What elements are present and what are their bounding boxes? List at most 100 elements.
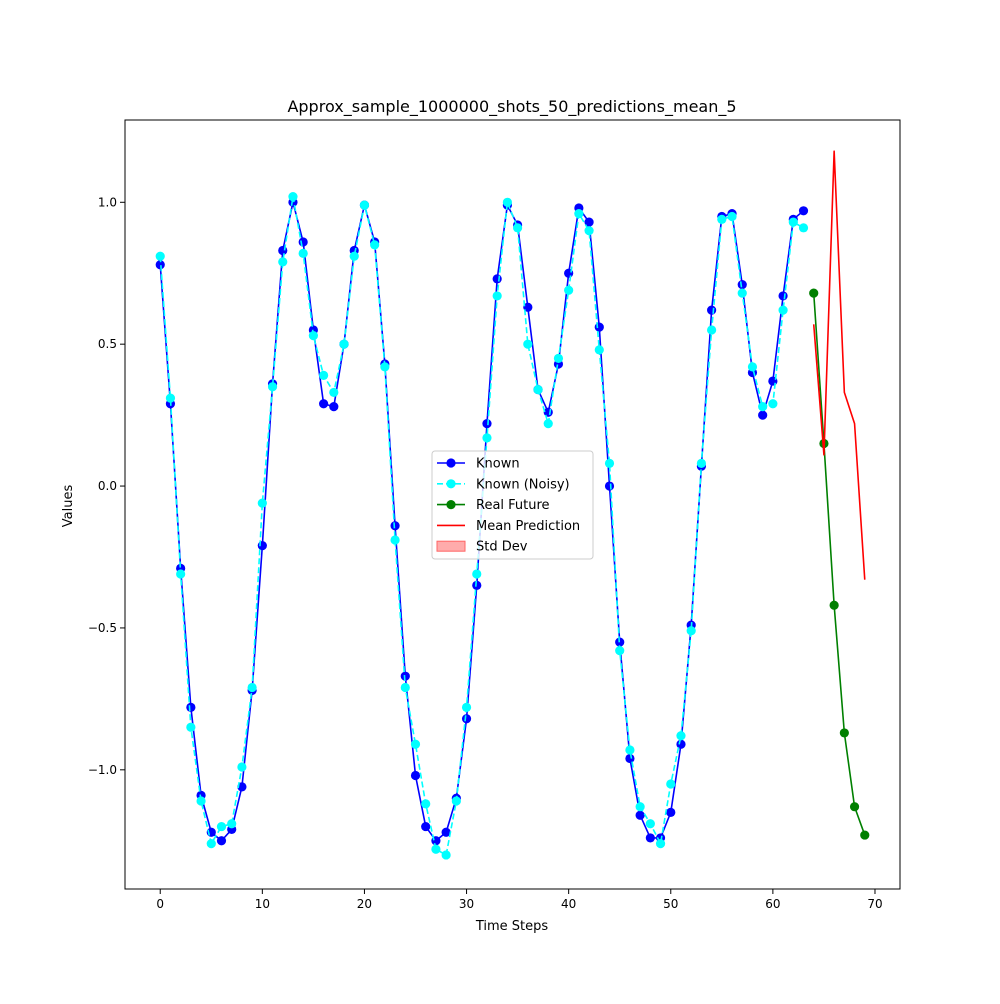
known-noisy-point	[359, 200, 370, 210]
known-point	[441, 827, 451, 837]
known-point	[257, 541, 267, 551]
known-noisy-legend-label: Known (Noisy)	[476, 477, 570, 492]
real-future-point	[809, 288, 819, 298]
known-noisy-point	[655, 838, 666, 849]
known-point	[186, 702, 196, 712]
known-point	[482, 419, 492, 429]
known-noisy-point	[604, 458, 615, 468]
known-point	[676, 739, 686, 749]
known-noisy-point	[737, 288, 747, 298]
known-noisy-point	[615, 646, 625, 656]
known-noisy-point	[421, 799, 431, 809]
known-noisy-point	[186, 722, 196, 732]
plot-frame	[124, 119, 901, 890]
known-point	[707, 305, 717, 315]
known-noisy-point	[216, 821, 227, 832]
known-point	[155, 260, 165, 270]
known-noisy-point	[400, 682, 410, 693]
known-noisy-point	[176, 569, 186, 579]
known-noisy-legend-marker	[446, 479, 456, 489]
known-noisy-point	[278, 257, 288, 267]
known-noisy-point	[267, 382, 278, 392]
known-point	[492, 274, 502, 284]
known-noisy-point	[227, 819, 237, 829]
known-noisy-point	[666, 779, 676, 789]
mean-prediction-line	[812, 150, 866, 580]
known-point	[410, 770, 421, 781]
known-noisy-point	[798, 223, 809, 233]
x-tick-label: 40	[561, 897, 576, 911]
known-noisy-point	[564, 285, 574, 295]
x-tick-label: 20	[357, 897, 372, 911]
real-future-point	[829, 600, 839, 610]
known-noisy-point	[298, 248, 308, 258]
real-future-legend-label: Real Future	[476, 498, 550, 513]
known-point	[319, 399, 329, 409]
known-point	[237, 782, 247, 792]
known-noisy-point	[431, 844, 441, 854]
known-noisy-point	[288, 192, 298, 202]
known-point	[472, 580, 482, 590]
known-noisy-point	[625, 745, 635, 755]
known-point	[798, 206, 809, 216]
y-axis-label: Values	[61, 485, 76, 528]
known-noisy-point	[584, 226, 594, 236]
mean-prediction-legend-label: Mean Prediction	[476, 519, 580, 534]
known-point	[625, 753, 635, 764]
real-future-point	[839, 728, 849, 738]
known-point	[635, 810, 645, 820]
known-point	[390, 521, 400, 531]
known-noisy-point	[155, 251, 165, 261]
known-noisy-point	[492, 291, 502, 301]
known-point	[666, 807, 676, 817]
axis-ticks: 0 10 20 30 40 50 60 70 −1.0 −0.5 0.0 0.5 1.0	[88, 195, 883, 911]
known-noisy-point	[319, 370, 329, 380]
known-noisy-point	[553, 353, 564, 363]
known-point	[758, 410, 768, 420]
known-noisy-point	[390, 535, 400, 545]
known-noisy-point	[543, 419, 553, 429]
known-noisy-point	[686, 626, 696, 636]
known-noisy-point	[707, 325, 717, 335]
known-point	[584, 217, 594, 227]
known-noisy-point	[339, 339, 349, 349]
std-dev-legend-label: Std Dev	[476, 540, 528, 555]
known-point	[737, 279, 747, 290]
legend-box	[431, 450, 594, 560]
known-noisy-point	[727, 211, 737, 222]
known-legend-marker	[446, 458, 456, 468]
known-noisy-point	[380, 362, 390, 372]
chart-title: Approx_sample_1000000_shots_50_predictio…	[287, 97, 736, 117]
known-noisy-point	[472, 569, 482, 579]
known-noisy-point	[237, 762, 247, 772]
known-noisy-point	[165, 393, 176, 403]
real-future-line	[812, 293, 866, 836]
known-noisy-point	[717, 214, 727, 224]
known-point	[594, 322, 604, 332]
known-noisy-point	[502, 197, 512, 207]
x-tick-label: 30	[459, 897, 474, 911]
y-tick-label: 0.5	[98, 337, 117, 351]
std-dev-legend-swatch	[436, 540, 466, 552]
known-noisy-point	[676, 731, 686, 741]
x-tick-label: 70	[867, 897, 882, 911]
y-tick-label: −1.0	[88, 763, 117, 777]
known-noisy-point	[196, 796, 206, 806]
known-legend-label: Known	[476, 457, 520, 472]
real-future-legend-marker	[446, 500, 456, 510]
known-point	[604, 481, 615, 491]
known-noisy-point	[370, 240, 380, 250]
known-noisy-point	[410, 739, 421, 749]
y-tick-label: 1.0	[98, 195, 117, 209]
known-noisy-point	[594, 345, 604, 355]
known-noisy-point	[758, 402, 768, 412]
known-noisy-point	[247, 682, 257, 693]
x-tick-label: 10	[255, 897, 270, 911]
known-noisy-point	[523, 339, 533, 349]
known-point	[421, 821, 431, 832]
plot-area	[155, 150, 870, 860]
y-tick-label: 0.0	[98, 479, 117, 493]
known-noisy-point	[482, 433, 492, 443]
known-noisy-point	[329, 387, 339, 398]
